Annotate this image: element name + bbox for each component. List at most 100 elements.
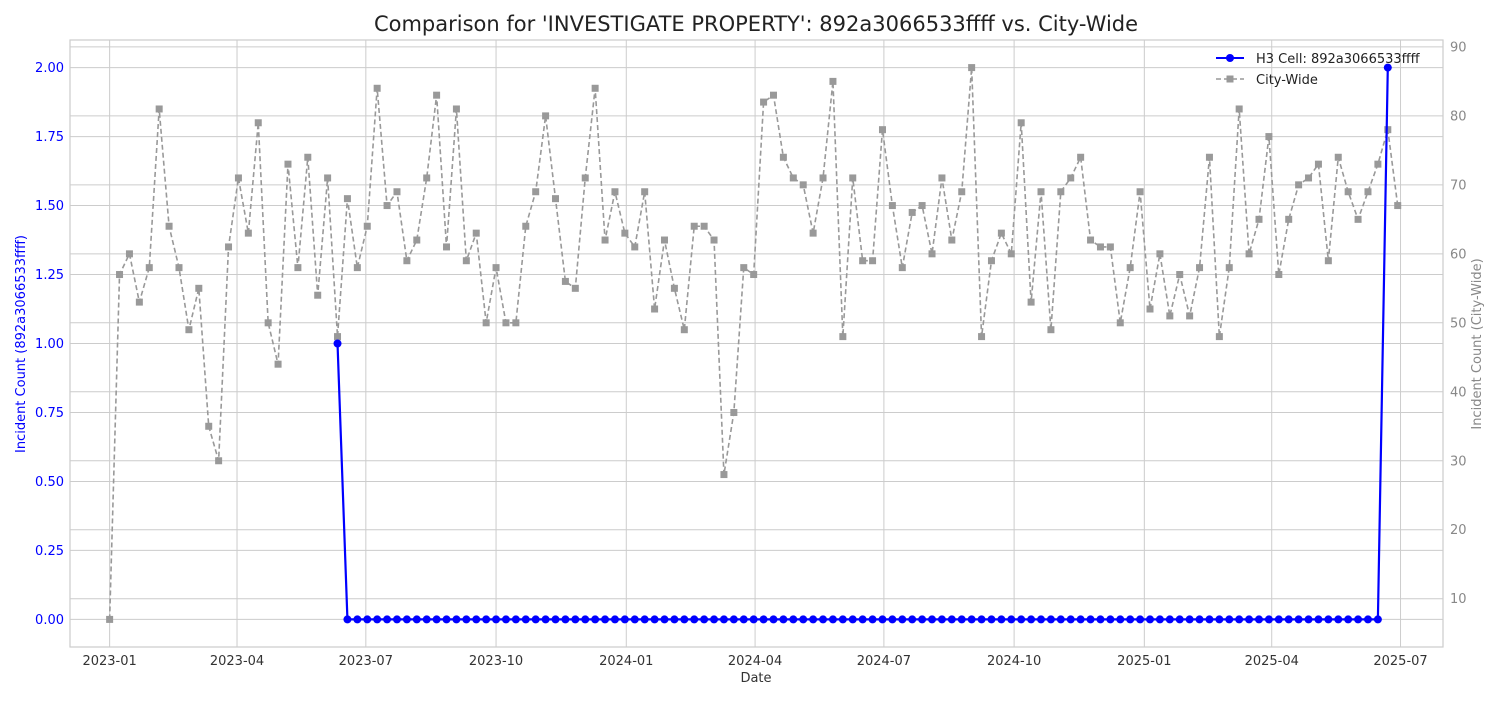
right-y-tick-label: 60 — [1450, 247, 1467, 262]
data-point-h3-cell — [620, 615, 629, 624]
data-point-city-wide — [720, 471, 728, 479]
data-point-city-wide — [433, 91, 441, 99]
data-point-city-wide — [1215, 333, 1223, 341]
data-point-h3-cell — [1264, 615, 1273, 624]
data-point-city-wide — [898, 264, 906, 272]
data-point-city-wide — [710, 236, 718, 244]
data-point-city-wide — [581, 174, 589, 182]
data-point-city-wide — [116, 271, 124, 279]
data-point-city-wide — [165, 222, 173, 230]
data-point-h3-cell — [650, 615, 659, 624]
data-point-city-wide — [452, 105, 460, 113]
data-point-h3-cell — [531, 615, 540, 624]
data-point-h3-cell — [1383, 63, 1392, 72]
left-y-tick-label: 2.00 — [35, 61, 64, 76]
data-point-h3-cell — [1245, 615, 1254, 624]
data-point-city-wide — [1126, 264, 1134, 272]
data-point-h3-cell — [1146, 615, 1154, 624]
data-point-city-wide — [135, 298, 143, 306]
data-point-city-wide — [1047, 326, 1055, 334]
data-point-h3-cell — [928, 615, 937, 624]
data-point-h3-cell — [710, 615, 719, 624]
data-point-h3-cell — [452, 615, 461, 624]
x-axis-ticks: 2023-01 2023-04 2023-07 2023-10 2024-01 2024-… — [82, 654, 1427, 669]
data-point-city-wide — [938, 174, 946, 182]
data-point-city-wide — [1354, 215, 1362, 223]
data-point-city-wide — [1364, 188, 1372, 196]
data-point-city-wide — [1235, 105, 1243, 113]
data-point-h3-cell — [1324, 615, 1333, 624]
data-point-city-wide — [631, 243, 639, 251]
data-point-h3-cell — [690, 615, 699, 624]
data-point-city-wide — [750, 271, 758, 279]
data-point-h3-cell — [809, 615, 818, 624]
data-point-h3-cell — [571, 615, 580, 624]
data-point-h3-cell — [1235, 615, 1244, 624]
data-point-city-wide — [472, 229, 480, 237]
x-tick-label: 2025-01 — [1117, 654, 1171, 669]
data-point-h3-cell — [1363, 615, 1372, 624]
data-point-h3-cell — [1254, 615, 1263, 624]
data-point-city-wide — [343, 195, 351, 203]
data-point-city-wide — [175, 264, 183, 272]
data-point-city-wide — [918, 202, 926, 210]
data-point-h3-cell — [630, 615, 639, 624]
data-point-h3-cell — [1106, 615, 1115, 624]
data-point-h3-cell — [918, 615, 927, 624]
data-point-city-wide — [1067, 174, 1075, 182]
data-point-h3-cell — [1185, 615, 1194, 624]
data-point-h3-cell — [333, 339, 342, 348]
data-point-h3-cell — [769, 615, 778, 624]
right-y-tick-label: 70 — [1450, 178, 1467, 193]
data-point-h3-cell — [1046, 615, 1055, 624]
data-point-city-wide — [1275, 271, 1283, 279]
data-point-city-wide — [125, 250, 133, 258]
data-point-city-wide — [155, 105, 163, 113]
data-point-city-wide — [978, 333, 986, 341]
data-point-h3-cell — [1334, 615, 1343, 624]
data-point-h3-cell — [868, 615, 877, 624]
data-point-city-wide — [482, 319, 490, 327]
data-point-city-wide — [106, 615, 114, 623]
data-point-city-wide — [185, 326, 193, 334]
legend-item-h3-cell: H3 Cell: 892a3066533ffff — [1216, 52, 1421, 67]
data-point-city-wide — [819, 174, 827, 182]
data-point-city-wide — [1394, 202, 1402, 210]
data-point-h3-cell — [680, 615, 689, 624]
legend-item-city-wide: City-Wide — [1216, 73, 1318, 88]
data-point-h3-cell — [1155, 615, 1164, 624]
series-layer — [106, 63, 1402, 624]
data-point-city-wide — [1017, 119, 1025, 127]
data-point-city-wide — [958, 188, 966, 196]
data-point-h3-cell — [729, 615, 738, 624]
data-point-city-wide — [353, 264, 361, 272]
data-point-city-wide — [205, 422, 213, 430]
data-point-city-wide — [1205, 153, 1213, 161]
data-point-city-wide — [145, 264, 153, 272]
data-point-city-wide — [690, 222, 698, 230]
data-point-city-wide — [234, 174, 242, 182]
data-point-city-wide — [423, 174, 431, 182]
data-point-city-wide — [1106, 243, 1114, 251]
data-point-city-wide — [740, 264, 748, 272]
data-point-h3-cell — [739, 615, 748, 624]
data-point-city-wide — [1225, 264, 1233, 272]
data-point-h3-cell — [1027, 615, 1036, 624]
data-point-h3-cell — [402, 615, 411, 624]
data-point-h3-cell — [591, 615, 600, 624]
left-y-tick-label: 1.50 — [35, 199, 64, 214]
data-point-city-wide — [294, 264, 302, 272]
data-point-city-wide — [641, 188, 649, 196]
data-point-city-wide — [403, 257, 411, 265]
data-point-city-wide — [1285, 215, 1293, 223]
data-point-h3-cell — [1215, 615, 1224, 624]
data-point-h3-cell — [700, 615, 709, 624]
data-point-city-wide — [443, 243, 451, 251]
x-tick-label: 2025-04 — [1245, 654, 1299, 669]
data-point-city-wide — [928, 250, 936, 258]
left-y-tick-label: 1.75 — [35, 130, 64, 145]
data-point-h3-cell — [947, 615, 956, 624]
data-point-city-wide — [1344, 188, 1352, 196]
